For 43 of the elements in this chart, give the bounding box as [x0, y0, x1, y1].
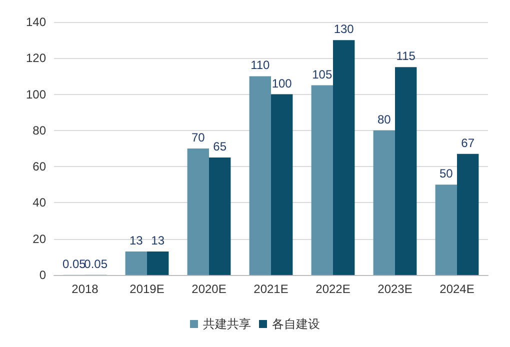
bar: [147, 252, 169, 275]
y-tick-label: 40: [32, 196, 46, 210]
bar: [311, 85, 333, 275]
y-tick-label: 120: [26, 51, 46, 66]
legend-label: 各自建设: [272, 317, 320, 331]
data-label: 70: [191, 130, 206, 144]
data-label: 105: [312, 67, 332, 82]
y-tick-label: 80: [32, 123, 46, 138]
bar: [373, 130, 395, 275]
x-tick-label: 2020E: [192, 282, 226, 296]
x-tick-label: 2022E: [316, 282, 350, 296]
x-tick-label: 2021E: [254, 282, 288, 296]
bar: [249, 76, 271, 275]
bar: [125, 252, 147, 275]
data-label: 65: [213, 140, 227, 154]
x-tick-label: 2019E: [130, 282, 164, 296]
data-label: 13: [129, 234, 144, 248]
data-label: 110: [250, 58, 270, 72]
data-label: 100: [272, 76, 292, 90]
bar: [457, 154, 479, 275]
bar: [333, 40, 355, 275]
data-label: 0.05: [62, 256, 86, 271]
bar: [209, 158, 231, 275]
y-tick-label: 20: [32, 232, 46, 246]
y-tick-label: 140: [26, 15, 46, 29]
y-tick-label: 60: [32, 160, 46, 174]
data-label: 0.05: [84, 256, 108, 271]
bar: [395, 67, 417, 275]
y-tick-label: 100: [26, 87, 46, 102]
x-tick-label: 2024E: [440, 282, 474, 296]
data-label: 67: [461, 136, 475, 150]
x-tick-label: 2023E: [378, 282, 412, 296]
bar: [187, 148, 209, 275]
data-label: 13: [151, 234, 165, 248]
bar: [435, 184, 457, 275]
data-label: 50: [439, 166, 454, 181]
bar: [271, 94, 293, 275]
x-tick-label: 2018: [72, 282, 99, 296]
data-label: 115: [396, 49, 416, 64]
data-label: 80: [377, 112, 392, 126]
data-label: 130: [334, 22, 354, 36]
legend-label: 共建共享: [203, 317, 251, 331]
y-tick-label: 0: [39, 268, 46, 282]
